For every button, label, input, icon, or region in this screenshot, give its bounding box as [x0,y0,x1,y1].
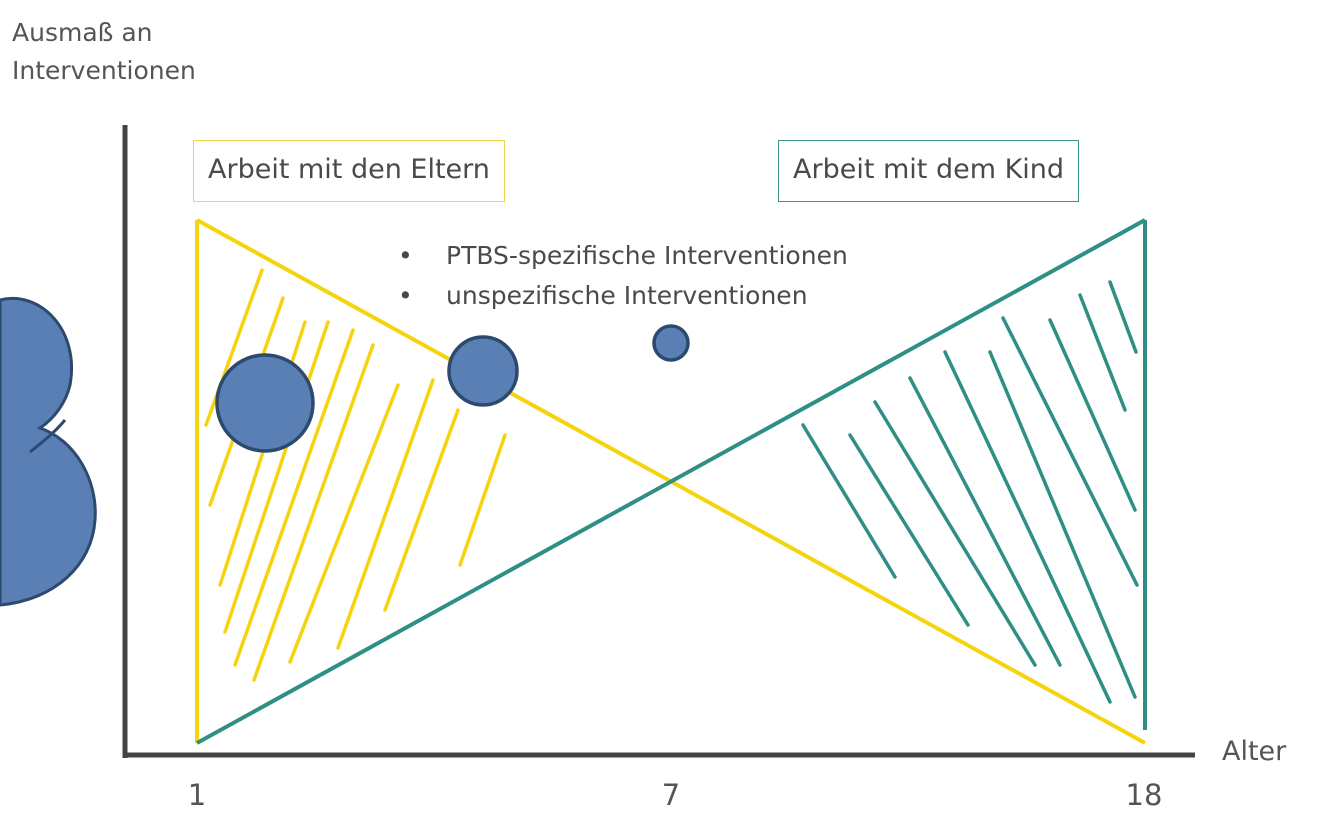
hatch-line [288,383,400,664]
hatch-line [1001,316,1139,587]
y-axis-label: Ausmaß an Interventionen [12,14,196,90]
hatch-line [458,433,507,567]
hatch-line [873,400,1037,667]
large-circle [215,353,315,453]
cloud-shape-icon [0,297,97,607]
parents-hatching [204,268,507,682]
hatch-line [204,268,264,427]
hatch-line [233,328,355,667]
x-tick-18: 18 [1125,778,1163,812]
axes [122,125,1195,758]
hatch-line [223,320,330,634]
legend-item-label: unspezifische Interventionen [446,281,808,310]
x-tick-7: 7 [661,778,681,812]
hatch-line [848,433,970,627]
x-tick-1: 1 [187,778,207,812]
y-axis-label-line2: Interventionen [12,56,196,85]
intervention-legend: • PTBS-spezifische Interventionen • unspez… [398,236,848,316]
bullet-icon: • [398,241,413,270]
legend-item-specific: • PTBS-spezifische Interventionen [398,236,848,276]
small-circle [652,324,690,362]
child-hatching [801,280,1139,704]
legend-item-unspecific: • unspezifische Interventionen [398,276,848,316]
hatch-line [336,378,435,650]
hatch-line [1108,280,1138,354]
y-axis-label-line1: Ausmaß an [12,18,153,47]
parents-work-box: Arbeit mit den Eltern [193,140,505,202]
hatch-line [908,376,1062,667]
hatch-line [943,350,1112,704]
hatch-line [383,408,460,612]
bullet-icon: • [398,281,413,310]
child-triangle [196,218,1147,745]
hatch-line [1048,318,1137,512]
blue-circles [215,324,690,453]
child-work-box: Arbeit mit dem Kind [778,140,1080,202]
hatch-line [252,343,375,682]
hatch-line [988,350,1137,699]
hatch-line [801,423,897,579]
x-axis-label: Alter [1222,736,1287,767]
medium-circle [447,335,519,407]
legend-item-label: PTBS-spezifische Interventionen [446,241,848,270]
hatch-line [1078,293,1127,412]
